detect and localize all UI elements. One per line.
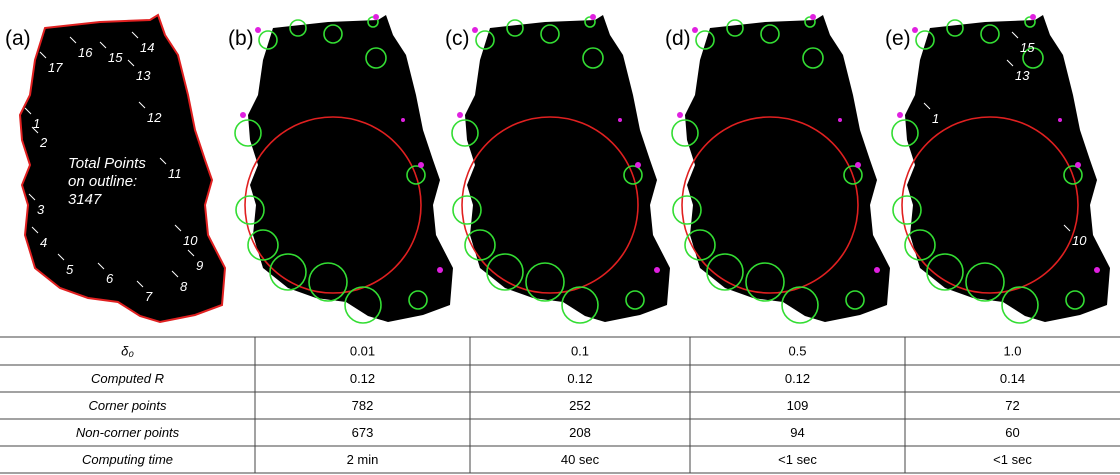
note: 3147 [68, 191, 102, 208]
annotation: 10 [183, 233, 198, 248]
table-cell: <1 sec [993, 452, 1032, 467]
annotation: 13 [136, 68, 151, 83]
table-cell: 0.12 [350, 371, 375, 386]
table-cell: 673 [352, 425, 374, 440]
annotation: 13 [1015, 68, 1030, 83]
annotation: 8 [180, 279, 188, 294]
table-cell: 1.0 [1003, 343, 1021, 358]
annotation: 12 [147, 110, 162, 125]
table-cell: 0.1 [571, 343, 589, 358]
annotation: 2 [39, 135, 48, 150]
table-cell: 72 [1005, 398, 1019, 413]
table-cell: 0.12 [785, 371, 810, 386]
table-cell: 0.01 [350, 343, 375, 358]
note: on outline: [68, 173, 137, 190]
annotation: 3 [37, 202, 45, 217]
table-cell: 94 [790, 425, 804, 440]
table-cell: 2 min [347, 452, 379, 467]
annotation: 7 [145, 289, 153, 304]
note: Total Points [68, 155, 146, 172]
panel-label: (c) [445, 27, 470, 50]
row-header: Corner points [88, 398, 167, 413]
table-cell: 0.14 [1000, 371, 1025, 386]
annotation: 4 [40, 235, 47, 250]
row-header: Computing time [82, 452, 173, 467]
annotation: 14 [140, 40, 154, 55]
table-cell: 109 [787, 398, 809, 413]
row-header: Computed R [91, 371, 164, 386]
table-cell: 60 [1005, 425, 1019, 440]
table-cell: 0.5 [788, 343, 806, 358]
annotation: 17 [48, 60, 63, 75]
panel-label: (e) [885, 27, 911, 50]
panel-label: (b) [228, 27, 254, 50]
annotation: 11 [168, 166, 182, 181]
annotation: 5 [66, 262, 74, 277]
annotation: 6 [106, 271, 114, 286]
annotation: 16 [78, 45, 93, 60]
table-cell: 782 [352, 398, 374, 413]
table-cell: 208 [569, 425, 591, 440]
row-header: Non-corner points [76, 425, 180, 440]
table-cell: 252 [569, 398, 591, 413]
figure: (a)(b)(c)(d)(e)1234567891011121314151617… [0, 0, 1120, 475]
annotation: 15 [108, 50, 123, 65]
annotation: 10 [1072, 233, 1087, 248]
panel-label: (a) [5, 27, 31, 50]
annotation: 15 [1020, 40, 1035, 55]
table-cell: <1 sec [778, 452, 817, 467]
annotation: 1 [932, 111, 939, 126]
table-cell: 0.12 [567, 371, 592, 386]
table-cell: 40 sec [561, 452, 600, 467]
annotation: 9 [196, 258, 203, 273]
panels [20, 14, 1110, 323]
panel-label: (d) [665, 27, 691, 50]
row-header: δ₀ [121, 343, 134, 358]
